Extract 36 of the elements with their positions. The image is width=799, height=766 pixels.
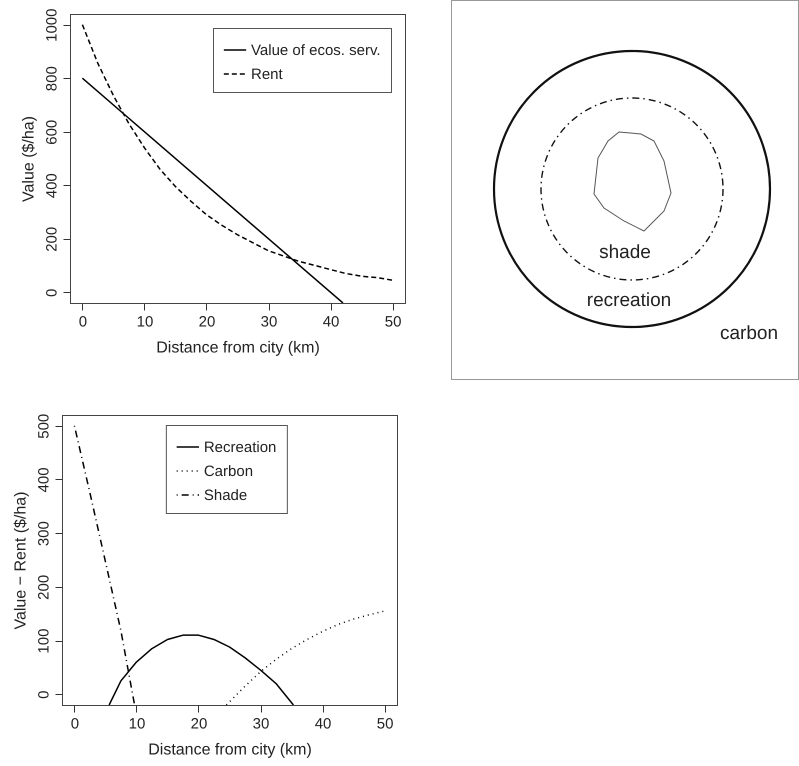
y-tick-label: 800 bbox=[44, 66, 60, 92]
y-tick-label: 400 bbox=[44, 173, 60, 198]
y-tick-label: 0 bbox=[36, 690, 52, 699]
text: carbon bbox=[720, 323, 778, 344]
x-tick-label: 10 bbox=[136, 314, 154, 330]
legend-label: Shade bbox=[204, 487, 248, 504]
legend-label: Rent bbox=[251, 66, 284, 83]
x-tick-label: 0 bbox=[78, 314, 88, 330]
y-tick-label: 200 bbox=[36, 574, 52, 600]
y-axis-title: Value ($/ha) bbox=[20, 116, 38, 202]
y-tick-label: 0 bbox=[44, 288, 60, 297]
x-tick-label: 40 bbox=[322, 314, 340, 330]
y-tick-label: 500 bbox=[36, 414, 52, 439]
y-axis-title: Value − Rent ($/ha) bbox=[12, 491, 30, 630]
x-tick-label: 30 bbox=[252, 716, 270, 732]
x-tick-label: 50 bbox=[384, 314, 402, 330]
y-tick-label: 600 bbox=[44, 120, 60, 145]
legend-label: Value of ecos. serv. bbox=[251, 42, 381, 59]
x-tick-label: 0 bbox=[70, 716, 80, 732]
x-tick-label: 20 bbox=[198, 314, 216, 330]
y-tick-label: 400 bbox=[36, 467, 52, 492]
x-axis-title: Distance from city (km) bbox=[156, 340, 320, 356]
x-tick-label: 10 bbox=[128, 716, 146, 732]
x-tick-label: 50 bbox=[376, 716, 394, 732]
x-axis-title: Distance from city (km) bbox=[148, 742, 312, 758]
y-tick-label: 100 bbox=[36, 628, 52, 654]
legend-label: Recreation bbox=[204, 439, 276, 456]
x-tick-label: 20 bbox=[190, 716, 208, 732]
y-tick-label: 1000 bbox=[44, 8, 60, 42]
text: shade bbox=[599, 242, 651, 263]
x-tick-label: 40 bbox=[314, 716, 332, 732]
x-tick-label: 30 bbox=[260, 314, 278, 330]
y-tick-label: 200 bbox=[44, 226, 60, 252]
text: recreation bbox=[586, 290, 672, 311]
legend-label: Carbon bbox=[204, 463, 254, 480]
y-tick-label: 300 bbox=[36, 521, 52, 546]
